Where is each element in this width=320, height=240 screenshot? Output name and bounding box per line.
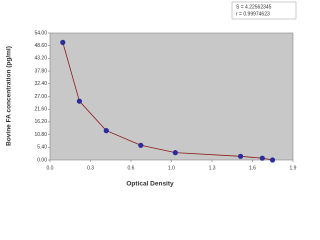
y-tick-label: 43.20 <box>34 56 47 62</box>
y-tick-label: 48.60 <box>34 43 47 49</box>
y-tick-label: 10.80 <box>34 132 47 138</box>
data-point <box>76 98 83 104</box>
data-point <box>138 142 144 148</box>
fit-curve <box>62 42 273 161</box>
stats-box <box>231 1 297 20</box>
y-tick-label: 5.40 <box>37 145 47 151</box>
plot-area <box>49 32 294 161</box>
y-tick-label: 54.00 <box>34 30 47 36</box>
stat-r: r = 0.99974623 <box>236 11 270 17</box>
y-axis-title: Bovine FA concentration (pg/ml) <box>6 46 13 146</box>
y-tick-label: 16.20 <box>34 119 47 125</box>
page: {"chart_data": { "type": "scatter", "x_l… <box>5 1 297 188</box>
chart: S = 4.22562345 r = 0.99974623 Optical De… <box>5 1 297 188</box>
x-tick-label: 0.6 <box>127 165 134 171</box>
y-tick-label: 21.60 <box>34 107 47 113</box>
data-point <box>259 155 265 161</box>
y-tick-label: 0.00 <box>37 157 47 163</box>
x-tick-label: 1.3 <box>209 165 216 171</box>
x-axis-title: Optical Density <box>126 181 174 188</box>
x-tick-label: 1.0 <box>168 165 175 171</box>
data-point <box>172 150 178 156</box>
x-tick-label: 0.0 <box>47 165 54 171</box>
x-tick-label: 1.6 <box>249 165 256 171</box>
data-point <box>103 128 109 134</box>
data-point <box>269 157 276 163</box>
y-tick-label: 37.80 <box>34 68 47 74</box>
stat-s: S = 4.22562345 <box>236 4 272 10</box>
data-point <box>60 39 66 46</box>
y-tick-label: 32.40 <box>34 81 47 87</box>
y-tick-label: 27.00 <box>34 94 47 100</box>
data-point <box>237 153 244 159</box>
x-tick-label: 0.3 <box>87 165 94 171</box>
x-tick-label: 1.9 <box>290 165 297 171</box>
